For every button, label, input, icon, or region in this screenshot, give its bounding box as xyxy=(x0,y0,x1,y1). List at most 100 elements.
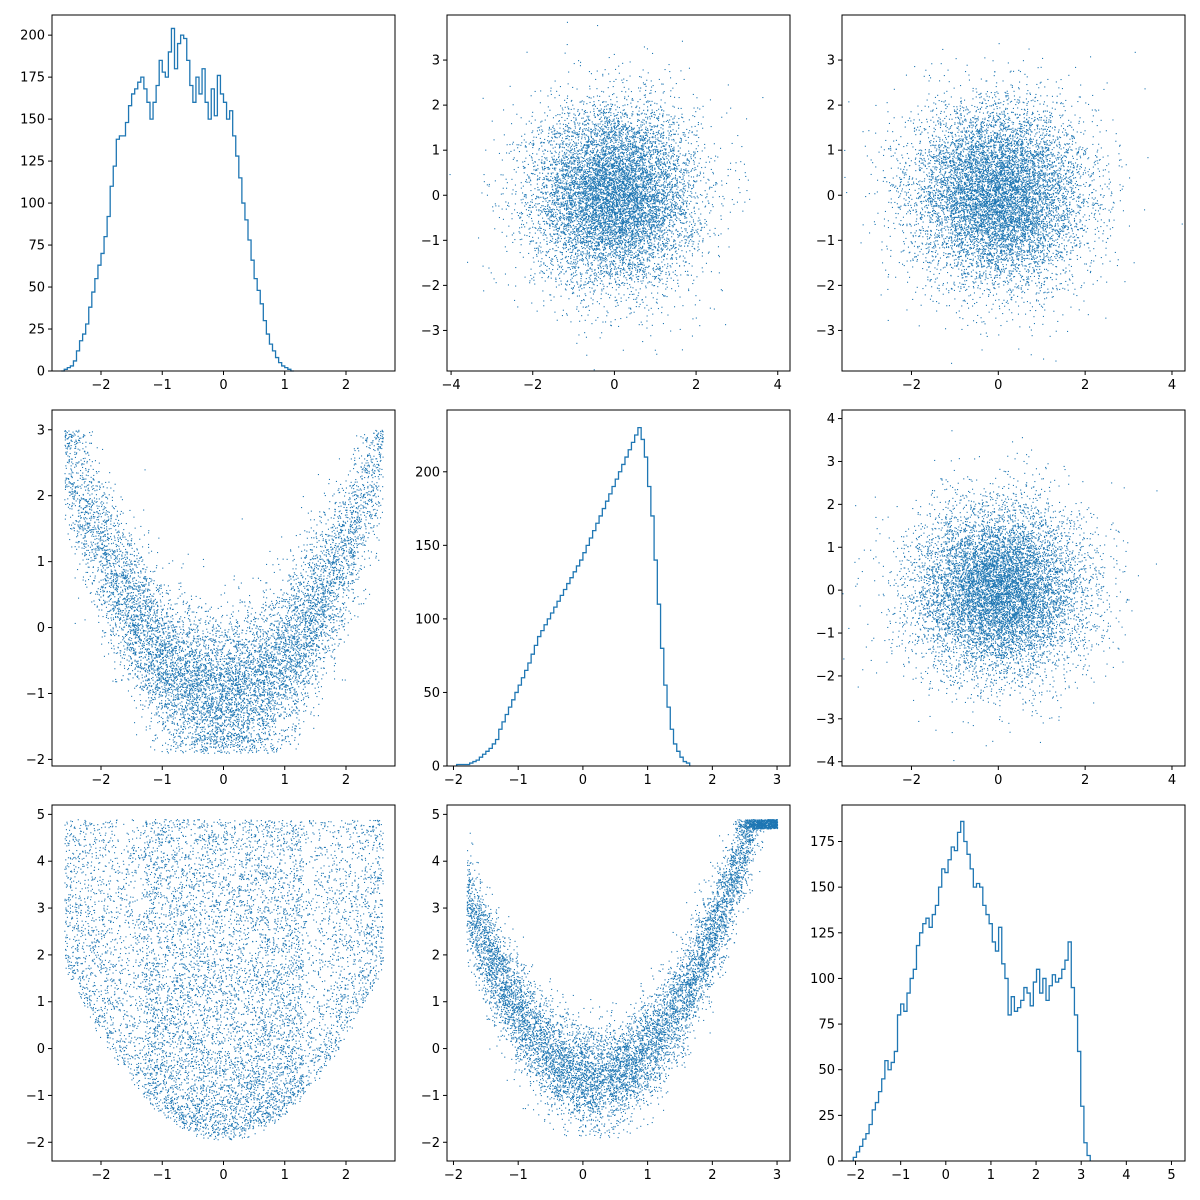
scatter-point xyxy=(575,266,576,267)
scatter-point xyxy=(618,326,619,327)
scatter-point xyxy=(692,255,693,256)
scatter-point xyxy=(600,145,601,146)
scatter-point xyxy=(564,130,565,131)
scatter-point xyxy=(658,215,659,216)
scatter-point xyxy=(640,124,641,125)
scatter-point xyxy=(612,287,613,288)
scatter-point xyxy=(591,137,592,138)
scatter-point xyxy=(575,201,576,202)
scatter-point xyxy=(584,198,585,199)
scatter-point xyxy=(610,99,611,100)
scatter-point xyxy=(662,226,663,227)
scatter-point xyxy=(553,117,554,118)
scatter-point xyxy=(606,201,607,202)
scatter-point xyxy=(616,268,617,269)
scatter-point xyxy=(618,305,619,306)
scatter-point xyxy=(650,159,651,160)
scatter-point xyxy=(639,195,640,196)
scatter-point xyxy=(677,161,678,162)
scatter-point xyxy=(560,204,561,205)
scatter-point xyxy=(557,261,558,262)
scatter-point xyxy=(622,263,623,264)
scatter-point xyxy=(538,209,539,210)
scatter-point xyxy=(654,169,655,170)
scatter-point xyxy=(515,203,516,204)
scatter-point xyxy=(592,105,593,106)
scatter-point xyxy=(552,197,553,198)
scatter-point xyxy=(637,137,638,138)
scatter-point xyxy=(557,161,558,162)
scatter-point xyxy=(681,198,682,199)
scatter-point xyxy=(514,300,515,301)
scatter-point xyxy=(593,101,594,102)
scatter-point xyxy=(560,213,561,214)
scatter-point xyxy=(666,246,667,247)
scatter-point xyxy=(615,254,616,255)
scatter-point xyxy=(548,209,549,210)
scatter-point xyxy=(647,143,648,144)
scatter-point xyxy=(562,182,563,183)
scatter-point xyxy=(568,146,569,147)
scatter-point xyxy=(584,156,585,157)
scatter-point xyxy=(584,125,585,126)
scatter-point xyxy=(609,112,610,113)
scatter-point xyxy=(613,113,614,114)
scatter-point xyxy=(529,282,530,283)
scatter-point xyxy=(563,124,564,125)
scatter-point xyxy=(599,139,600,140)
scatter-point xyxy=(526,151,527,152)
scatter-point xyxy=(652,101,653,102)
scatter-point xyxy=(656,163,657,164)
scatter-point xyxy=(651,220,652,221)
scatter-point xyxy=(562,167,563,168)
scatter-point xyxy=(626,251,627,252)
scatter-point xyxy=(640,215,641,216)
scatter-point xyxy=(671,220,672,221)
scatter-point xyxy=(639,191,640,192)
scatter-point xyxy=(515,267,516,268)
scatter-point xyxy=(667,163,668,164)
scatter-point xyxy=(596,246,597,247)
scatter-point xyxy=(638,175,639,176)
scatter-point xyxy=(669,174,670,175)
scatter-point xyxy=(674,306,675,307)
scatter-point xyxy=(588,181,589,182)
scatter-point xyxy=(608,87,609,88)
scatter-point xyxy=(642,125,643,126)
scatter-point xyxy=(605,69,606,70)
scatter-point xyxy=(678,159,679,160)
scatter-point xyxy=(566,216,567,217)
scatter-point xyxy=(607,157,608,158)
scatter-point xyxy=(634,175,635,176)
scatter-point xyxy=(632,225,633,226)
scatter-point xyxy=(635,232,636,233)
scatter-point xyxy=(566,313,567,314)
scatter-point xyxy=(590,220,591,221)
scatter-point xyxy=(563,248,564,249)
scatter-point xyxy=(651,196,652,197)
scatter-point xyxy=(640,247,641,248)
scatter-point xyxy=(603,193,604,194)
scatter-point xyxy=(655,202,656,203)
scatter-point xyxy=(549,228,550,229)
scatter-point xyxy=(565,271,566,272)
scatter-point xyxy=(550,196,551,197)
scatter-point xyxy=(627,203,628,204)
scatter-point xyxy=(699,220,700,221)
scatter-point xyxy=(666,284,667,285)
scatter-point xyxy=(537,168,538,169)
scatter-point xyxy=(637,157,638,158)
scatter-point xyxy=(641,283,642,284)
scatter-point xyxy=(605,259,606,260)
scatter-point xyxy=(558,228,559,229)
scatter-point xyxy=(609,230,610,231)
scatter-point xyxy=(599,180,600,181)
scatter-point xyxy=(687,245,688,246)
scatter-point xyxy=(514,209,515,210)
scatter-point xyxy=(587,160,588,161)
scatter-point xyxy=(678,108,679,109)
scatter-point xyxy=(615,319,616,320)
scatter-point xyxy=(631,164,632,165)
scatter-point xyxy=(652,314,653,315)
scatter-point xyxy=(576,172,577,173)
